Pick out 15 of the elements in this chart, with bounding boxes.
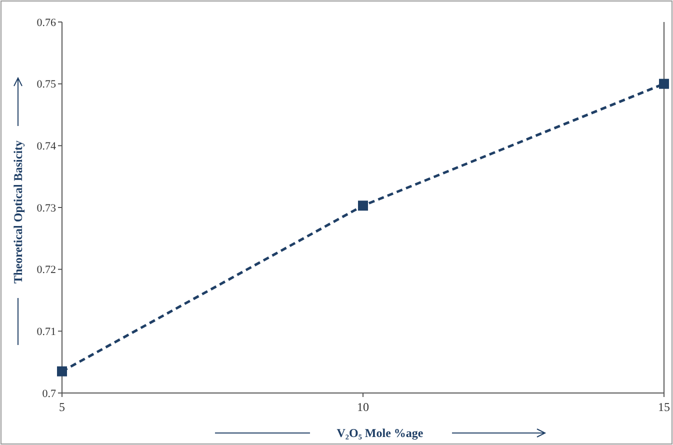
y-tick-label: 0.75 [36, 78, 56, 91]
y-tick-label: 0.72 [36, 264, 56, 276]
point [57, 366, 67, 376]
y-axis-title: Theoretical Optical Basicity [11, 140, 25, 284]
y-tick-label: 0.7 [42, 388, 56, 400]
x-tick-label: 15 [658, 400, 670, 414]
x-axis-title: V₂O₅ Mole %age [336, 426, 424, 440]
y-tick-label: 0.76 [36, 16, 56, 29]
y-tick-label: 0.73 [36, 202, 56, 214]
y-tick-label: 0.74 [36, 140, 56, 153]
x-tick-label: 5 [59, 400, 65, 414]
y-tick-label: 0.71 [36, 326, 56, 338]
x-tick-label: 10 [357, 400, 369, 414]
point [358, 200, 368, 211]
point [659, 78, 669, 89]
